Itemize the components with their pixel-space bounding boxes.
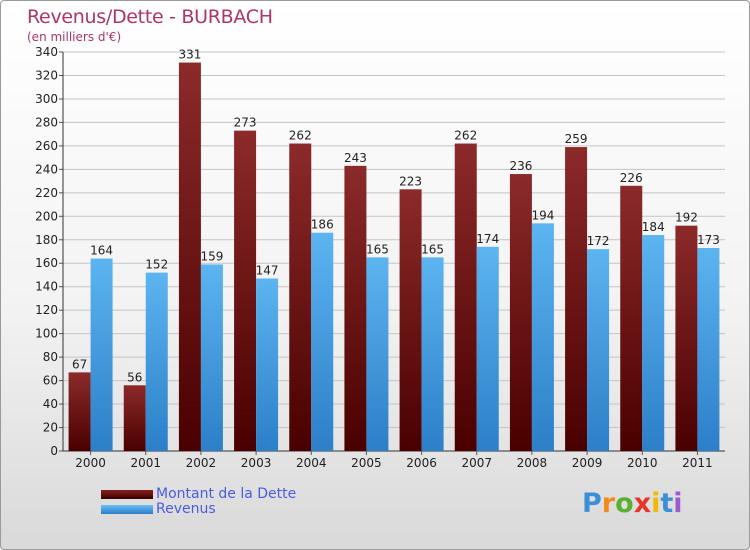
bar-dette — [620, 185, 643, 451]
data-label-dette: 331 — [178, 48, 201, 62]
y-tick-label: 100 — [35, 327, 58, 341]
x-tick-label: 2000 — [75, 456, 106, 470]
data-label-revenus: 194 — [531, 208, 554, 222]
bar-dette — [675, 225, 698, 451]
data-label-dette: 226 — [620, 171, 643, 185]
bar-revenus — [587, 249, 610, 451]
data-label-revenus: 147 — [256, 263, 279, 277]
y-tick-label: 140 — [35, 280, 58, 294]
data-label-dette: 273 — [234, 116, 257, 130]
bar-dette — [344, 165, 367, 452]
x-tick-label: 2006 — [406, 456, 437, 470]
bar-dette — [565, 147, 588, 451]
x-tick-label: 2005 — [351, 456, 382, 470]
data-label-dette: 67 — [72, 357, 87, 371]
data-label-revenus: 159 — [200, 249, 223, 263]
proxiti-logo: Proxiti — [582, 488, 683, 519]
legend-label-dette: Montant de la Dette — [156, 486, 297, 502]
y-tick-label: 220 — [35, 186, 58, 200]
data-label-revenus: 174 — [476, 232, 499, 246]
bar-dette — [289, 143, 312, 452]
data-label-revenus: 165 — [366, 242, 389, 256]
legend-label-revenus: Revenus — [156, 501, 216, 517]
data-label-dette: 262 — [289, 129, 312, 143]
y-tick-label: 0 — [50, 444, 58, 458]
y-tick-label: 40 — [43, 397, 58, 411]
data-label-dette: 243 — [344, 151, 367, 165]
bar-dette — [509, 174, 532, 451]
bar-dette — [178, 62, 201, 451]
x-tick-label: 2001 — [130, 456, 161, 470]
y-tick-label: 20 — [43, 421, 58, 435]
bar-revenus — [421, 257, 444, 451]
x-tick-label: 2011 — [682, 456, 713, 470]
bar-dette — [234, 130, 257, 451]
x-tick-label: 2003 — [241, 456, 272, 470]
legend-swatch-dette — [101, 490, 153, 499]
y-tick-label: 200 — [35, 209, 58, 223]
x-tick-label: 2010 — [627, 456, 658, 470]
logo-letter: t — [660, 488, 674, 519]
x-tick-label: 2002 — [186, 456, 217, 470]
data-label-revenus: 184 — [642, 220, 665, 234]
logo-letter: i — [651, 488, 661, 519]
bar-revenus — [642, 235, 665, 451]
data-label-dette: 192 — [675, 211, 698, 225]
bar-dette — [68, 372, 91, 451]
bar-revenus — [90, 258, 113, 451]
bar-revenus — [200, 264, 223, 451]
data-label-revenus: 172 — [587, 234, 610, 248]
y-tick-label: 240 — [35, 162, 58, 176]
bar-revenus — [311, 232, 334, 451]
data-label-dette: 259 — [565, 132, 588, 146]
y-tick-label: 120 — [35, 303, 58, 317]
bar-revenus — [697, 247, 720, 451]
logo-letter: o — [615, 488, 634, 519]
bar-revenus — [476, 246, 499, 451]
y-tick-label: 300 — [35, 92, 58, 106]
bar-revenus — [256, 278, 279, 451]
logo-letter: P — [582, 488, 602, 519]
x-tick-label: 2009 — [572, 456, 603, 470]
bar-revenus — [145, 272, 168, 451]
chart-subtitle: (en milliers d'€) — [27, 30, 122, 44]
data-label-revenus: 164 — [90, 244, 113, 258]
y-tick-label: 60 — [43, 374, 58, 388]
data-label-dette: 236 — [509, 159, 532, 173]
bar-dette — [123, 385, 146, 451]
data-label-dette: 56 — [127, 370, 142, 384]
bar-revenus — [531, 223, 554, 451]
data-label-revenus: 165 — [421, 242, 444, 256]
data-label-revenus: 152 — [145, 258, 168, 272]
chart-title: Revenus/Dette - BURBACH — [27, 6, 273, 28]
y-tick-label: 80 — [43, 350, 58, 364]
x-tick-label: 2004 — [296, 456, 327, 470]
y-tick-label: 160 — [35, 256, 58, 270]
bar-dette — [454, 143, 477, 452]
data-label-revenus: 173 — [697, 233, 720, 247]
data-label-dette: 223 — [399, 174, 422, 188]
data-label-revenus: 186 — [311, 218, 334, 232]
bar-dette — [399, 189, 422, 451]
data-label-dette: 262 — [454, 129, 477, 143]
x-tick-label: 2007 — [461, 456, 492, 470]
legend-swatch-revenus — [101, 505, 153, 514]
y-tick-label: 280 — [35, 115, 58, 129]
x-tick-label: 2008 — [517, 456, 548, 470]
logo-letter: x — [633, 488, 652, 519]
y-tick-label: 320 — [35, 68, 58, 82]
y-tick-label: 340 — [35, 45, 58, 59]
bar-revenus — [366, 257, 389, 451]
y-tick-label: 260 — [35, 139, 58, 153]
logo-letter: r — [601, 488, 616, 519]
y-tick-label: 180 — [35, 233, 58, 247]
logo-letter: i — [673, 488, 683, 519]
